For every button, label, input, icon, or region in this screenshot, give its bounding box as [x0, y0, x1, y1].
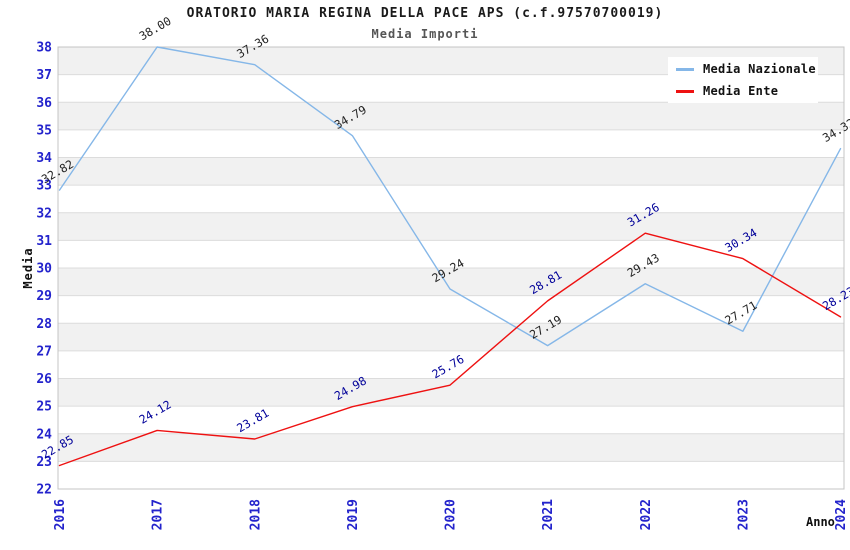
y-tick-label: 36 [36, 96, 52, 111]
data-point-label: 23.81 [234, 406, 271, 435]
grid-band [58, 323, 844, 351]
y-tick-label: 29 [36, 289, 52, 304]
legend-item-media-ente: Media Ente [668, 82, 818, 100]
grid-band [58, 378, 844, 407]
grid-band [58, 268, 844, 296]
chart-title: ORATORIO MARIA REGINA DELLA PACE APS (c.… [186, 6, 664, 21]
y-tick-label: 37 [36, 68, 52, 83]
legend-line-swatch-ente [676, 89, 694, 93]
y-tick-label: 32 [36, 206, 52, 221]
y-tick-label: 26 [36, 372, 52, 387]
grid-band [58, 157, 844, 186]
y-tick-label: 24 [36, 427, 52, 442]
x-tick-label: 2023 [736, 499, 751, 530]
chart-subtitle: Media Importi [371, 27, 479, 41]
grid-band [58, 433, 844, 462]
legend-label-media-nazionale: Media Nazionale [703, 62, 816, 76]
legend-line-swatch-nazionale [676, 67, 694, 71]
x-tick-label: 2022 [639, 499, 654, 530]
x-axis-title: Anno [806, 515, 835, 529]
x-tick-label: 2020 [444, 499, 459, 530]
legend-item-media-nazionale: Media Nazionale [668, 60, 818, 78]
x-tick-label: 2019 [346, 499, 361, 530]
x-tick-label: 2018 [248, 499, 263, 530]
y-tick-label: 33 [36, 179, 52, 194]
grid-band [58, 102, 844, 130]
data-point-label: 25.76 [430, 352, 467, 381]
y-tick-label: 22 [36, 483, 52, 498]
y-tick-label: 23 [36, 455, 52, 470]
data-point-label: 38.00 [137, 14, 174, 43]
y-tick-label: 38 [36, 41, 52, 56]
plot-border [57, 46, 845, 490]
y-axis-title: Media [21, 247, 35, 289]
y-tick-label: 31 [36, 234, 52, 249]
legend-label-media-ente: Media Ente [703, 84, 779, 98]
x-tick-label: 2017 [151, 499, 166, 530]
x-tick-label: 2021 [541, 499, 556, 530]
series-line-media-ente [58, 232, 842, 467]
y-tick-label: 34 [36, 151, 52, 166]
grid-band [58, 212, 844, 241]
series-line-media-nazionale [58, 46, 842, 347]
x-tick-label: 2024 [834, 499, 849, 530]
y-tick-label: 30 [36, 262, 52, 277]
y-tick-label: 28 [36, 317, 52, 332]
legend: Media Nazionale Media Ente [668, 57, 818, 103]
y-tick-label: 25 [36, 400, 52, 415]
y-tick-label: 35 [36, 123, 52, 138]
y-tick-label: 27 [36, 344, 52, 359]
x-tick-label: 2016 [53, 499, 68, 530]
